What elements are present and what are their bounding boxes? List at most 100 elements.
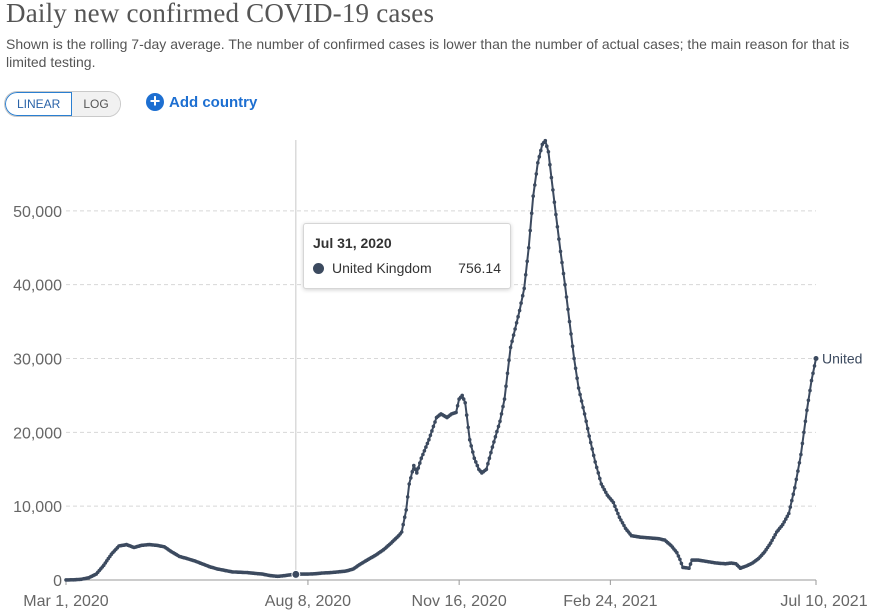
data-point bbox=[401, 522, 406, 527]
data-point bbox=[569, 332, 573, 336]
data-point bbox=[415, 471, 419, 475]
data-point bbox=[622, 523, 626, 528]
data-point bbox=[811, 371, 815, 376]
data-point bbox=[519, 301, 523, 305]
data-point bbox=[427, 437, 431, 442]
data-point bbox=[560, 260, 564, 265]
data-point bbox=[543, 138, 548, 143]
data-point bbox=[536, 161, 540, 165]
data-point bbox=[687, 566, 691, 570]
data-point bbox=[522, 286, 526, 291]
data-point bbox=[517, 308, 522, 313]
data-point bbox=[790, 498, 794, 503]
data-point bbox=[495, 429, 499, 434]
data-point bbox=[613, 504, 617, 509]
data-point bbox=[433, 420, 437, 424]
data-point bbox=[520, 293, 525, 298]
y-tick-label: 50,000 bbox=[13, 204, 62, 221]
data-point bbox=[551, 188, 555, 192]
log-scale-button[interactable]: LOG bbox=[72, 92, 120, 116]
data-point bbox=[508, 345, 513, 350]
data-point bbox=[768, 541, 773, 545]
data-point bbox=[566, 307, 570, 312]
data-point bbox=[676, 554, 681, 558]
data-point bbox=[555, 225, 560, 229]
data-point bbox=[805, 408, 809, 413]
data-point bbox=[587, 434, 591, 438]
y-tick-label: 20,000 bbox=[13, 425, 62, 442]
data-point bbox=[620, 521, 625, 525]
data-point bbox=[552, 200, 557, 204]
add-country-label: Add country bbox=[169, 93, 258, 111]
series-end-label: United bbox=[822, 351, 862, 367]
data-point bbox=[590, 447, 594, 451]
x-tick-label: Mar 1, 2020 bbox=[23, 593, 108, 610]
data-point bbox=[412, 463, 416, 468]
data-point bbox=[430, 429, 434, 433]
data-point bbox=[596, 471, 601, 475]
data-point bbox=[573, 366, 578, 371]
data-point bbox=[474, 460, 478, 464]
y-tick-label: 10,000 bbox=[13, 499, 62, 516]
x-tick-label: Aug 8, 2020 bbox=[265, 593, 351, 610]
data-point bbox=[780, 522, 785, 527]
data-point bbox=[585, 426, 590, 431]
data-point bbox=[464, 413, 469, 417]
data-point bbox=[539, 148, 543, 153]
linear-scale-button[interactable]: LINEAR bbox=[5, 92, 73, 116]
chart-title: Daily new confirmed COVID-19 cases bbox=[6, 0, 435, 28]
data-point bbox=[513, 327, 517, 331]
data-point bbox=[806, 398, 811, 403]
tooltip-value: 756.14 bbox=[458, 260, 501, 276]
data-point bbox=[534, 172, 539, 176]
y-tick-label: 0 bbox=[53, 573, 62, 590]
data-point bbox=[616, 511, 620, 516]
data-point bbox=[812, 364, 817, 368]
data-point bbox=[484, 467, 489, 472]
data-point bbox=[582, 412, 587, 416]
y-tick-label: 40,000 bbox=[13, 278, 62, 295]
data-point bbox=[808, 388, 812, 393]
data-point bbox=[463, 401, 468, 405]
data-point bbox=[549, 175, 554, 180]
data-point bbox=[604, 490, 608, 495]
data-point bbox=[567, 319, 572, 324]
data-point bbox=[511, 333, 516, 337]
chart-subtitle: Shown is the rolling 7-day average. The … bbox=[6, 36, 850, 70]
data-point bbox=[498, 419, 502, 424]
data-point bbox=[593, 460, 597, 464]
series-color-dot bbox=[313, 263, 324, 274]
x-axis: Mar 1, 2020 Aug 8, 2020 Nov 16, 2020 Feb 24… bbox=[23, 579, 868, 610]
data-point bbox=[431, 424, 436, 429]
data-point bbox=[771, 535, 776, 540]
tooltip-date: Jul 31, 2020 bbox=[313, 235, 392, 251]
data-point bbox=[418, 461, 422, 465]
data-point bbox=[675, 550, 679, 555]
data-point bbox=[419, 456, 424, 461]
data-point bbox=[793, 485, 797, 490]
data-point bbox=[422, 449, 427, 453]
tooltip-entity: United Kingdom bbox=[332, 260, 432, 276]
data-point bbox=[514, 321, 519, 325]
x-tick-label: Nov 16, 2020 bbox=[412, 593, 507, 610]
data-point bbox=[770, 538, 774, 543]
data-point bbox=[564, 295, 569, 299]
y-axis-ticks: 0 10,000 20,000 30,000 40,000 50,000 bbox=[13, 204, 62, 590]
hover-tooltip: Jul 31, 2020 United Kingdom 756.14 bbox=[303, 223, 511, 289]
data-point bbox=[413, 467, 418, 472]
data-point bbox=[575, 376, 579, 381]
data-point bbox=[561, 271, 566, 276]
data-point bbox=[471, 450, 475, 454]
data-point bbox=[467, 437, 472, 442]
add-country-button[interactable]: + Add country bbox=[146, 91, 257, 113]
data-point bbox=[782, 520, 786, 524]
data-point bbox=[773, 533, 777, 537]
data-point bbox=[501, 404, 505, 409]
data-point bbox=[489, 450, 493, 455]
data-point bbox=[507, 358, 511, 363]
data-point bbox=[602, 487, 607, 492]
data-point bbox=[523, 273, 528, 277]
data-point bbox=[529, 211, 534, 216]
plus-circle-icon: + bbox=[146, 92, 164, 111]
